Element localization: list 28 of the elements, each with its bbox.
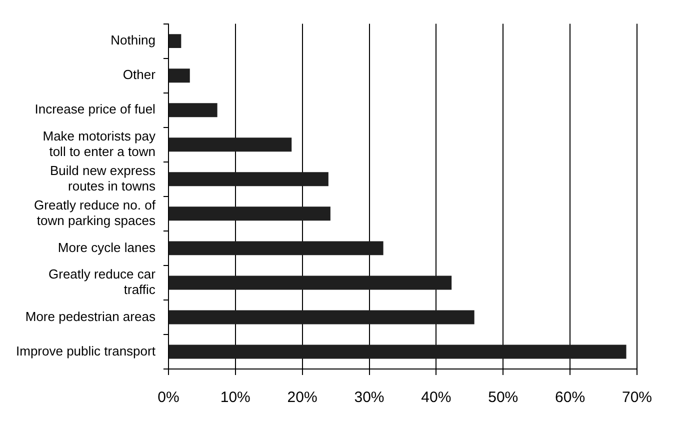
- x-tick-label: 30%: [354, 389, 384, 406]
- bar: [168, 344, 626, 359]
- y-tick-label: Make motorists pay toll to enter a town: [42, 128, 156, 159]
- y-tick-label: More pedestrian areas: [25, 308, 156, 324]
- y-tick-label: More cycle lanes: [58, 240, 156, 255]
- bar: [168, 172, 328, 186]
- bar: [168, 206, 330, 221]
- y-tick-label: Nothing: [110, 32, 156, 48]
- y-tick-label: Build new express routes in towns: [50, 162, 156, 194]
- x-tick-label: 10%: [220, 389, 250, 406]
- y-tick-label: Improve public transport: [16, 343, 156, 358]
- bar: [168, 34, 182, 48]
- y-tick-label: Other: [122, 67, 156, 82]
- bar: [168, 68, 190, 83]
- x-tick-label: 0%: [158, 389, 180, 406]
- bar: [168, 103, 218, 118]
- bar: [168, 276, 452, 290]
- x-tick-label: 20%: [287, 389, 318, 406]
- x-tick-label: 40%: [421, 389, 452, 406]
- bar: [168, 138, 292, 152]
- x-tick-label: 70%: [622, 389, 652, 406]
- x-tick-label: 50%: [488, 389, 518, 406]
- x-tick-label: 60%: [555, 389, 586, 406]
- bar: [168, 241, 384, 256]
- y-tick-label: Greatly reduce no. of town parking spaces: [34, 197, 156, 228]
- y-tick-label: Increase price of fuel: [34, 102, 156, 117]
- bar: [168, 310, 474, 324]
- y-tick-label: Greatly reduce car traffic: [48, 266, 156, 298]
